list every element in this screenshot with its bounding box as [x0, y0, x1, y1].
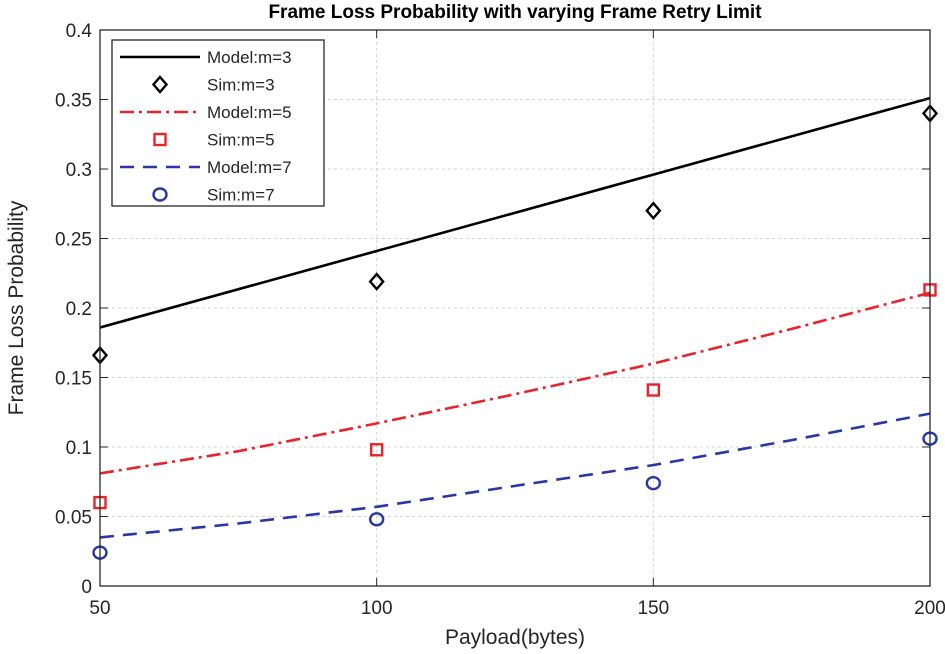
y-tick-label: 0.15 [55, 369, 92, 390]
x-tick-label: 50 [89, 598, 110, 619]
y-tick-label: 0.35 [55, 91, 92, 112]
y-tick-label: 0.4 [66, 21, 93, 42]
legend-marker-swatch [151, 75, 169, 94]
chart-title: Frame Loss Probability with varying Fram… [268, 2, 762, 23]
data-point-diamond [645, 201, 662, 221]
x-tick-label: 100 [361, 598, 393, 619]
series-line [99, 96, 931, 329]
y-tick-label: 0 [81, 577, 92, 598]
legend-label: Model:m=3 [207, 48, 292, 67]
y-axis-label: Frame Loss Probability [5, 200, 28, 415]
legend-label: Model:m=7 [207, 158, 292, 177]
legend-label: Sim:m=7 [207, 186, 275, 205]
axis-ticks: 0 0.05 0.1 0.15 0.2 0.25 0.3 0.35 0.4 50 100 150 200 [55, 21, 945, 619]
legend-marker-swatch [152, 187, 168, 202]
legend-label: Sim:m=5 [207, 131, 275, 150]
y-tick-label: 0.1 [66, 438, 92, 459]
legend-marker-swatch [153, 132, 167, 147]
x-tick-label: 150 [637, 598, 669, 619]
x-axis-label: Payload(bytes) [445, 626, 585, 649]
data-point-square [369, 443, 384, 457]
legend-box [111, 39, 325, 207]
data-point-diamond [368, 272, 385, 291]
data-point-circle [645, 475, 662, 491]
legend: Model:m=3 Sim:m=3 Model:m=5 Sim:m=5 Model:m=… [111, 39, 325, 207]
y-tick-label: 0.2 [66, 299, 92, 320]
legend-label: Model:m=5 [207, 103, 292, 122]
data-point-circle [368, 512, 385, 527]
y-tick-label: 0.3 [66, 160, 92, 181]
x-tick-label: 200 [914, 598, 945, 619]
data-point-square [646, 383, 661, 397]
series-lines [99, 96, 931, 539]
y-tick-label: 0.25 [55, 230, 92, 251]
legend-label: Sim:m=3 [207, 76, 275, 95]
series-line [99, 412, 931, 539]
series-line [99, 291, 931, 475]
y-tick-label: 0.05 [55, 508, 92, 529]
